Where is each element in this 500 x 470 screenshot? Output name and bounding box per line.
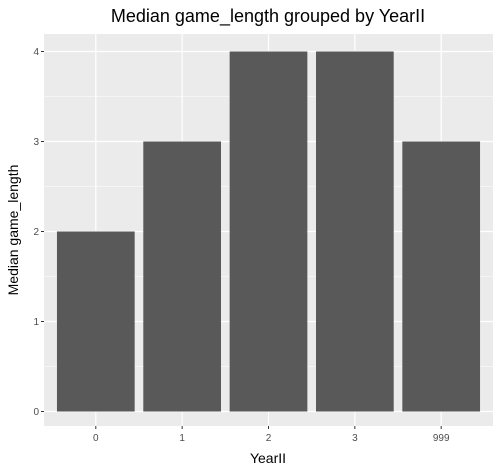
x-axis-ticks: 0 1 2 3 999 — [93, 426, 450, 444]
y-tick-label: 1 — [33, 317, 39, 328]
y-axis-ticks: 0 1 2 3 4 — [33, 47, 44, 418]
y-axis-label: Median game_length — [5, 165, 21, 296]
bar-1 — [143, 141, 222, 412]
bar-2 — [229, 51, 308, 412]
y-tick-label: 2 — [33, 227, 39, 238]
chart-title: Median game_length grouped by YearII — [111, 6, 425, 27]
bar-999 — [402, 141, 481, 412]
x-axis-label: YearII — [250, 450, 286, 466]
y-tick-label: 0 — [33, 407, 39, 418]
x-tick-label: 3 — [352, 433, 358, 444]
x-tick-label: 1 — [179, 433, 185, 444]
bars — [56, 51, 481, 412]
y-tick-label: 3 — [33, 137, 39, 148]
bar-0 — [56, 231, 135, 412]
x-tick-label: 0 — [93, 433, 99, 444]
x-tick-label: 2 — [266, 433, 272, 444]
x-tick-label: 999 — [433, 433, 450, 444]
bar-3 — [315, 51, 394, 412]
y-tick-label: 4 — [33, 47, 39, 58]
